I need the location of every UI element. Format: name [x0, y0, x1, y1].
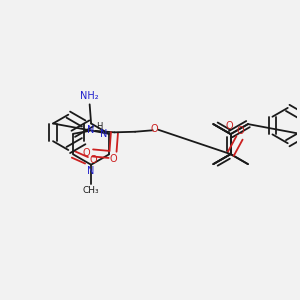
Text: O: O [236, 126, 244, 136]
Text: NH₂: NH₂ [80, 91, 99, 101]
Text: N: N [100, 129, 107, 139]
Text: CH₃: CH₃ [83, 186, 99, 195]
Text: H: H [96, 122, 102, 130]
Text: O: O [109, 154, 117, 164]
Text: N: N [87, 125, 94, 135]
Text: N: N [87, 166, 95, 176]
Text: O: O [150, 124, 158, 134]
Text: O: O [225, 121, 233, 131]
Text: O: O [89, 155, 97, 165]
Text: O: O [82, 148, 90, 158]
